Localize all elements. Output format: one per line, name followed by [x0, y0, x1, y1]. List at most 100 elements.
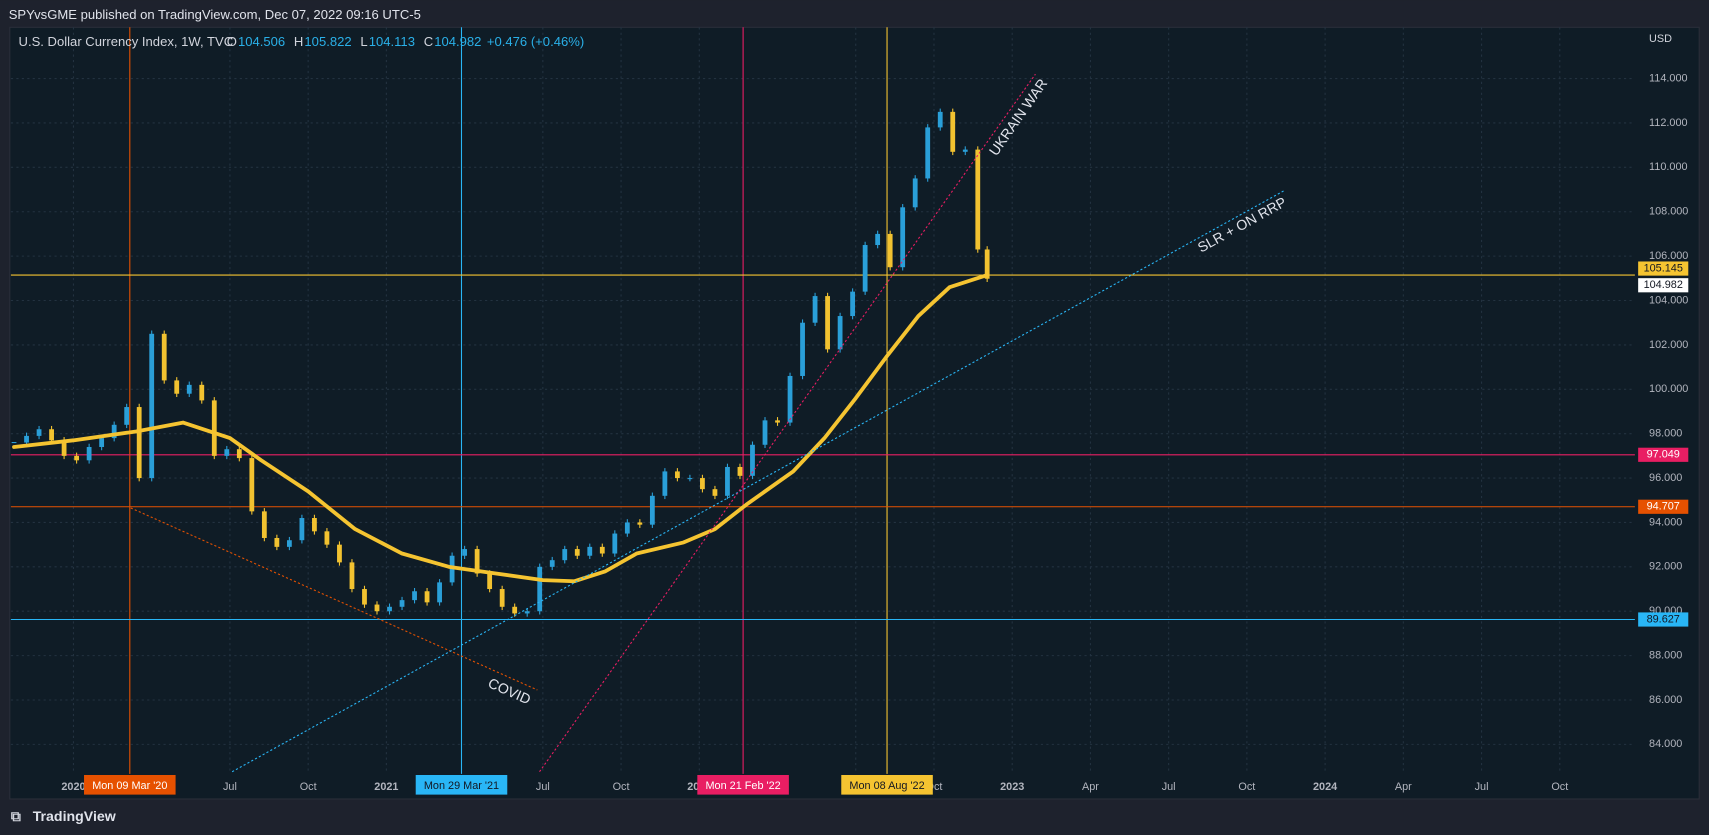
price-label-bg — [1638, 499, 1689, 514]
date-label-bg — [697, 774, 789, 795]
candle — [74, 455, 80, 461]
legend-value: 104.506 — [238, 34, 285, 49]
candle — [737, 466, 743, 476]
x-tick-label: 2021 — [374, 781, 398, 793]
y-tick-label: 108.000 — [1649, 206, 1688, 218]
legend-key: O — [227, 34, 237, 49]
x-tick-label: Oct — [1551, 781, 1568, 793]
candle — [812, 296, 818, 323]
candle — [399, 600, 405, 607]
candle — [775, 420, 780, 423]
candle — [161, 333, 167, 381]
x-tick-label: Jul — [1162, 781, 1176, 793]
candle — [912, 178, 918, 208]
chart-area — [9, 26, 1700, 800]
candle — [825, 296, 830, 350]
legend-value: 105.822 — [304, 34, 351, 49]
candle — [199, 384, 205, 401]
trend-line — [130, 507, 538, 691]
candle — [975, 149, 981, 250]
price-label-bg — [1638, 261, 1689, 276]
legend: O 104.506 H 105.822 L 104.113 C 104.982 +0.476 (… — [227, 34, 584, 49]
candle — [950, 111, 956, 152]
plot: 84.00086.00088.00090.00092.00094.00096.0… — [10, 27, 1688, 793]
candle — [800, 322, 805, 376]
symbol-title: U.S. Dollar Currency Index, 1W, TVC — [19, 34, 234, 49]
candle — [24, 435, 29, 443]
candle — [387, 606, 392, 612]
candle — [887, 233, 893, 268]
legend-key: H — [294, 34, 303, 49]
y-tick-label: 96.000 — [1649, 472, 1682, 484]
candle — [850, 291, 856, 317]
price-label-bg — [1638, 612, 1689, 627]
candle — [574, 549, 580, 556]
candle — [274, 537, 280, 547]
candle — [937, 111, 943, 128]
candle — [587, 546, 593, 556]
candle — [462, 549, 468, 556]
candle — [637, 522, 643, 525]
candle — [412, 591, 417, 601]
candle — [299, 518, 305, 541]
candle — [624, 522, 630, 534]
candle — [186, 384, 192, 394]
x-tick-label: Apr — [1082, 781, 1099, 793]
candle — [900, 207, 906, 268]
candle — [750, 444, 755, 476]
publish-header: SPYvsGME published on TradingView.com, D… — [9, 7, 421, 22]
candle — [324, 531, 330, 545]
candle — [787, 375, 793, 423]
date-label: Mon 29 Mar '21 — [424, 780, 499, 792]
candle — [349, 562, 355, 590]
candle — [224, 449, 230, 456]
x-tick-label: Oct — [300, 781, 317, 793]
x-tick-label: Apr — [1395, 781, 1412, 793]
candle — [111, 424, 117, 439]
x-tick-label: 2024 — [1313, 781, 1337, 793]
candle — [149, 333, 155, 479]
candle — [312, 518, 317, 532]
price-label: 89.627 — [1647, 613, 1680, 625]
overlay: 105.145 104.982 97.049 94.707 89.627 Mon 09 M… — [84, 261, 1689, 795]
y-tick-label: 114.000 — [1649, 72, 1688, 84]
legend-value: 104.113 — [369, 34, 415, 49]
candle — [174, 380, 180, 394]
candle — [687, 478, 693, 480]
candle — [700, 478, 705, 490]
candle — [725, 466, 730, 496]
candle — [124, 407, 130, 425]
candle — [374, 604, 380, 612]
candle — [49, 429, 54, 441]
candle — [549, 560, 555, 567]
candle — [984, 249, 990, 279]
y-tick-label: 92.000 — [1649, 561, 1682, 573]
candle — [86, 446, 92, 461]
candle — [837, 316, 843, 350]
y-tick-label: 98.000 — [1649, 428, 1682, 440]
candle — [674, 471, 680, 479]
candle — [962, 149, 968, 152]
y-tick-label: 84.000 — [1649, 738, 1682, 750]
y-tick-label: 102.000 — [1649, 339, 1688, 351]
legend-key: C — [424, 34, 433, 49]
candle — [662, 471, 668, 496]
price-label-bg — [1638, 447, 1689, 462]
x-tick-label: Oct — [613, 781, 630, 793]
candle — [612, 533, 618, 554]
price-label: 97.049 — [1647, 449, 1680, 461]
date-label: Mon 21 Feb '22 — [705, 780, 780, 792]
price-label-bg — [1638, 278, 1689, 293]
price-label: 104.982 — [1644, 279, 1683, 291]
y-tick-label: 86.000 — [1649, 694, 1682, 706]
legend-key: L — [360, 34, 367, 49]
candle — [925, 127, 931, 179]
candle — [337, 544, 342, 563]
candle — [286, 540, 292, 547]
date-label: Mon 08 Aug '22 — [849, 780, 924, 792]
candle — [236, 449, 242, 459]
moving-average — [12, 273, 990, 584]
candle — [99, 438, 105, 447]
date-label-bg — [415, 774, 508, 795]
